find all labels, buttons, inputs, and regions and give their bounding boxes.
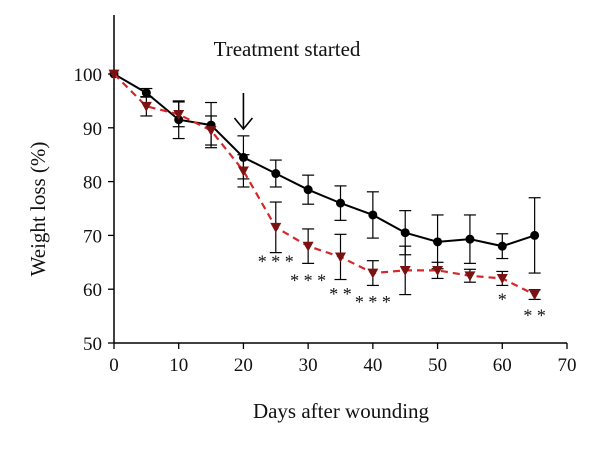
data-point: [336, 198, 345, 208]
data-point: [496, 274, 508, 284]
y-tick-label: 90: [83, 119, 102, 140]
y-tick-label: 80: [83, 173, 102, 194]
data-point: [368, 210, 378, 220]
data-point: [205, 126, 217, 136]
data-point: [367, 268, 379, 279]
data-point: [108, 69, 120, 80]
annotation-layer: Treatment started* * ** * ** * * * * ** *: [214, 37, 546, 325]
data-point: [271, 169, 281, 179]
data-point: [464, 271, 476, 282]
x-tick-label: 50: [428, 355, 447, 376]
data-point: [141, 88, 151, 98]
data-point: [529, 290, 541, 301]
series-layer: [108, 69, 541, 301]
y-tick-label: 60: [83, 280, 102, 301]
x-tick-label: 0: [109, 355, 119, 376]
series-line: [113, 73, 536, 296]
significance-label: * *: [329, 284, 352, 304]
y-tick-label: 70: [83, 226, 102, 247]
series-line: [113, 73, 535, 248]
data-point: [497, 241, 507, 251]
x-tick-label: 20: [234, 355, 253, 376]
treatment-annotation: Treatment started: [214, 37, 361, 61]
x-axis-label: Days after wounding: [253, 399, 430, 423]
significance-label: * * *: [258, 252, 294, 272]
x-tick-label: 30: [299, 355, 318, 376]
data-point: [432, 265, 444, 276]
series-0: [109, 69, 541, 274]
data-point: [400, 228, 410, 238]
significance-label: * * *: [355, 292, 391, 312]
data-point: [303, 185, 313, 195]
x-tick-label: 70: [558, 355, 577, 376]
data-point: [270, 222, 282, 233]
data-point: [465, 234, 475, 244]
significance-label: * *: [523, 305, 546, 325]
data-point: [399, 265, 411, 276]
data-point: [433, 237, 443, 247]
y-axis-label: Weight loss (%): [26, 142, 50, 277]
data-point: [173, 109, 185, 120]
series-1: [108, 69, 541, 301]
treatment-arrow: [233, 93, 254, 131]
data-point: [302, 241, 314, 252]
data-point: [237, 166, 249, 177]
data-point: [140, 101, 152, 112]
axes: 0 10 20 30 40 50 60 70 50 60 70 80 90 100: [74, 15, 577, 376]
y-tick-label: 50: [83, 334, 102, 355]
y-tick-label: 100: [74, 65, 103, 86]
data-point: [530, 230, 540, 240]
x-tick-label: 40: [363, 355, 382, 376]
significance-label: *: [498, 289, 507, 309]
x-tick-label: 10: [169, 355, 188, 376]
data-point: [335, 252, 346, 263]
significance-label: * * *: [290, 271, 326, 291]
x-tick-label: 60: [493, 355, 512, 376]
